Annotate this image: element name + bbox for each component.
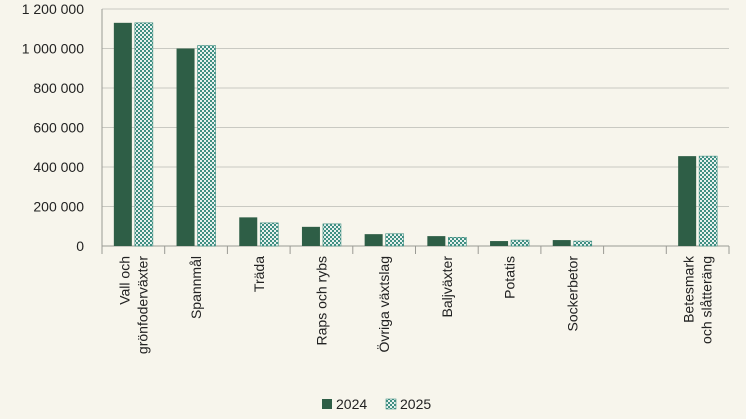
bar-2025-7 xyxy=(573,240,593,247)
bar-2025-2 xyxy=(259,222,279,247)
gridlines xyxy=(102,8,729,207)
bar-2024-3 xyxy=(301,226,320,246)
y-tick-label: 600 000 xyxy=(33,120,84,136)
legend-swatch-2025 xyxy=(385,398,397,410)
category-label-line: Spannmål xyxy=(188,256,204,319)
bar-2024-2 xyxy=(239,217,258,246)
category-label: Raps och rybs xyxy=(313,256,329,345)
bar-2025-0 xyxy=(134,22,154,247)
category-label-line: Raps och rybs xyxy=(313,256,329,345)
bar-2024-4 xyxy=(364,234,383,246)
legend-label-2024: 2024 xyxy=(336,396,367,412)
category-label-line: Träda xyxy=(251,256,267,292)
bar-2024-9 xyxy=(678,156,697,246)
category-label: Träda xyxy=(251,256,267,292)
bar-2025-9 xyxy=(698,155,718,247)
bar-2024-7 xyxy=(552,240,571,246)
y-tick-label: 400 000 xyxy=(33,159,84,175)
bar-2024-1 xyxy=(176,48,195,246)
category-label: Spannmål xyxy=(188,256,204,319)
bar-2024-5 xyxy=(427,236,446,246)
category-labels: Vall och grönfoderväxter Spannmål Träda Raps… xyxy=(116,255,714,354)
category-label: Baljväxter xyxy=(439,256,455,318)
y-tick-labels: 0 200 000 400 000 600 000 800 000 1 000 000 1 … xyxy=(22,1,85,254)
category-label: Vall och grönfoderväxter xyxy=(116,256,150,354)
y-tick-label: 0 xyxy=(76,238,84,254)
bar-2025-3 xyxy=(322,223,342,247)
category-label: Potatis xyxy=(502,256,518,299)
category-label-line: och slåtteräng xyxy=(699,256,715,344)
category-label-line: grönfoderväxter xyxy=(134,256,150,354)
category-label: Övriga växtslag xyxy=(375,256,392,352)
y-tick-label: 1 200 000 xyxy=(22,1,84,17)
category-label-line: Övriga växtslag xyxy=(375,256,392,352)
bar-2025-6 xyxy=(510,239,530,247)
bar-2024-0 xyxy=(113,22,132,247)
category-label-line: Vall och xyxy=(116,256,132,305)
bars xyxy=(113,22,718,247)
bar-2025-4 xyxy=(385,233,404,247)
bar-2025-5 xyxy=(448,237,467,247)
category-label-line: Baljväxter xyxy=(439,256,455,318)
y-tick-label: 800 000 xyxy=(33,80,84,96)
category-label-line: Betesmark xyxy=(681,255,697,323)
legend-label-2025: 2025 xyxy=(400,396,431,412)
y-tick-label: 200 000 xyxy=(33,199,84,215)
legend-swatch-2024 xyxy=(322,399,332,409)
category-label: Sockerbetor xyxy=(564,256,580,332)
bar-2024-6 xyxy=(490,241,509,246)
category-label-line: Sockerbetor xyxy=(564,256,580,332)
axes xyxy=(101,9,730,254)
bar-2025-1 xyxy=(197,45,216,247)
y-tick-label: 1 000 000 xyxy=(22,41,84,57)
category-label-line: Potatis xyxy=(502,256,518,299)
category-label: Betesmark och slåtteräng xyxy=(681,255,715,344)
legend: 2024 2025 xyxy=(322,396,431,412)
